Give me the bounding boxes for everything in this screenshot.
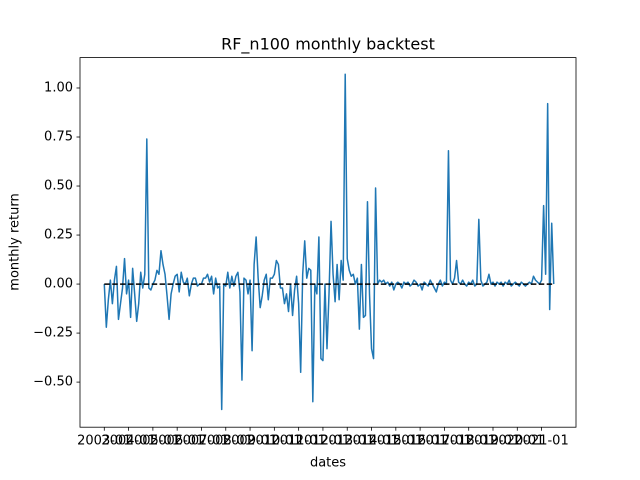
x-tick-label: 2017-01 [417,434,471,449]
x-tick-label: 2013-01 [320,434,374,449]
x-tick-label: 2005-01 [126,434,180,449]
x-tick-label: 2016-01 [393,434,447,449]
y-tick-label: 0.50 [44,179,73,194]
chart-title: RF_n100 monthly backtest [221,35,435,55]
x-tick-label: 2004-01 [101,434,155,449]
x-tick-label: 2007-01 [174,434,228,449]
y-tick-label: 0.75 [44,130,73,145]
x-tick-label: 2003-01 [77,434,131,449]
data-line [103,73,555,411]
y-tick-label: 1.00 [44,80,73,95]
x-tick-label: 2012-01 [296,434,350,449]
x-tick-label: 2009-01 [223,434,277,449]
x-tick-label: 2010-01 [247,434,301,449]
x-tick-label: 2006-01 [150,434,204,449]
x-tick-label: 2021-01 [514,434,568,449]
x-axis-label: dates [310,456,346,471]
x-tick-label: 2018-01 [442,434,496,449]
x-tick-label: 2008-01 [199,434,253,449]
y-axis-label: monthly return [8,193,23,290]
x-tick-label: 2019-01 [466,434,520,449]
plot-frame [79,57,577,428]
x-tick-label: 2011-01 [271,434,325,449]
x-tick-label: 2015-01 [369,434,423,449]
y-tick-label: −0.50 [33,375,73,390]
y-tick-label: 0.25 [44,228,73,243]
y-tick-label: −0.25 [33,326,73,341]
x-tick-label: 2014-01 [344,434,398,449]
y-tick-label: 0.00 [44,277,73,292]
x-tick-label: 2020-01 [490,434,544,449]
